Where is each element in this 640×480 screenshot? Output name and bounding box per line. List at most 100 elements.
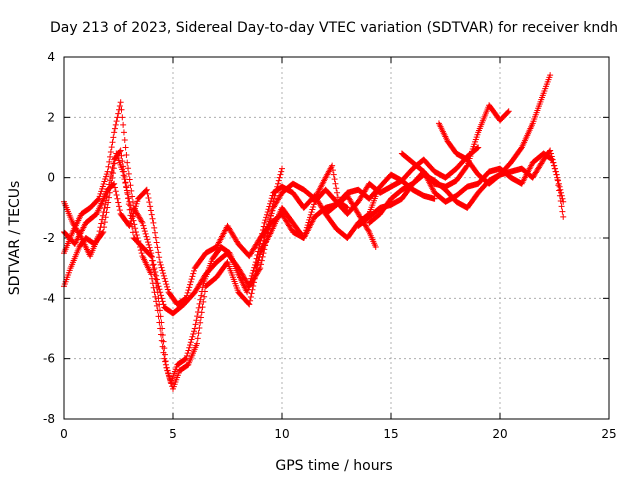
data-point-mark [156, 301, 163, 308]
x-axis-label: GPS time / hours [275, 458, 392, 474]
data-point-mark [120, 129, 127, 136]
data-point-mark [124, 159, 131, 166]
data-point-mark [258, 245, 265, 252]
data-point-mark [267, 197, 274, 204]
data-point-mark [183, 352, 190, 359]
data-point-mark [107, 153, 114, 160]
data-point-mark [344, 204, 351, 211]
data-point-mark [365, 227, 372, 234]
data-point-mark [259, 243, 266, 250]
data-point-mark [264, 208, 271, 215]
data-point-mark [160, 338, 167, 345]
data-point-mark [275, 177, 282, 184]
data-point-mark [111, 129, 118, 136]
data-point-mark [159, 267, 166, 274]
data-point-mark [117, 99, 124, 106]
data-point-mark [122, 179, 129, 186]
data-point-mark [111, 184, 118, 191]
data-point-mark [504, 109, 511, 116]
data-point-mark [146, 199, 153, 206]
data-point-mark [113, 192, 120, 199]
data-point-mark [107, 177, 114, 184]
data-point-mark [244, 289, 251, 296]
data-point-mark [278, 168, 285, 175]
data-point-mark [108, 144, 115, 151]
data-point-mark [151, 271, 158, 278]
data-point-mark [191, 267, 198, 274]
data-point-mark [147, 252, 154, 259]
data-point-mark [262, 232, 269, 239]
data-point-mark [557, 186, 564, 193]
data-point-mark [552, 168, 559, 175]
data-point-mark [129, 223, 136, 230]
data-point-mark [192, 321, 199, 328]
data-point-mark [129, 229, 136, 236]
data-point-mark [125, 201, 132, 208]
data-point-mark [126, 176, 133, 183]
data-point-mark [153, 239, 160, 246]
x-tick-label: 25 [601, 427, 616, 441]
data-point-mark [160, 272, 167, 279]
series-track-10 [252, 162, 351, 272]
data-point-mark [193, 317, 200, 324]
data-point-mark [267, 213, 274, 220]
data-point-mark [147, 203, 154, 210]
data-point-mark [269, 192, 276, 199]
data-point-mark [301, 232, 308, 239]
data-point-mark [161, 345, 168, 352]
data-point-mark [255, 256, 262, 263]
data-point-mark [145, 241, 152, 248]
data-point-mark [305, 219, 312, 226]
data-point-mark [156, 259, 163, 266]
data-point-mark [187, 281, 194, 288]
y-tick-label: 0 [47, 171, 55, 185]
data-point-mark [308, 209, 315, 216]
data-point-mark [129, 193, 136, 200]
data-point-mark [162, 278, 169, 285]
data-point-mark [252, 265, 259, 272]
series-track-3 [61, 147, 379, 392]
data-point-mark [334, 189, 341, 196]
data-point-mark [307, 214, 314, 221]
x-tick-label: 0 [60, 427, 68, 441]
data-point-mark [164, 283, 171, 290]
data-point-mark [265, 206, 272, 213]
data-point-mark [555, 180, 562, 187]
data-point-mark [126, 206, 133, 213]
y-tick-label: -4 [43, 291, 55, 305]
data-point-mark [245, 283, 252, 290]
data-point-mark [253, 262, 260, 269]
data-point-mark [190, 270, 197, 277]
data-point-mark [154, 289, 161, 296]
data-point-mark [553, 171, 560, 178]
data-point-mark [152, 293, 159, 300]
data-point-mark [144, 236, 151, 243]
data-point-mark [248, 272, 255, 279]
data-point-mark [163, 281, 170, 288]
data-point-mark [304, 222, 311, 229]
data-point-mark [120, 163, 127, 170]
data-point-mark [248, 290, 255, 297]
data-point-mark [194, 335, 201, 342]
data-point-mark [189, 333, 196, 340]
data-point-mark [145, 195, 152, 202]
data-point-mark [148, 211, 155, 218]
x-tick-label: 5 [169, 427, 177, 441]
data-point-mark [187, 278, 194, 285]
data-point-mark [250, 283, 257, 290]
data-point-mark [246, 281, 253, 288]
data-point-mark [119, 158, 126, 165]
data-point-mark [110, 181, 117, 188]
data-point-mark [263, 214, 270, 221]
data-point-mark [554, 174, 561, 181]
data-point-mark [152, 234, 159, 241]
data-point-mark [107, 173, 114, 180]
data-point-mark [105, 163, 112, 170]
data-point-mark [263, 226, 270, 233]
data-point-mark [143, 187, 150, 194]
data-point-mark [463, 163, 470, 170]
data-point-mark [150, 266, 157, 273]
data-point-mark [112, 188, 119, 195]
data-point-mark [102, 214, 109, 221]
data-point-mark [110, 170, 117, 177]
